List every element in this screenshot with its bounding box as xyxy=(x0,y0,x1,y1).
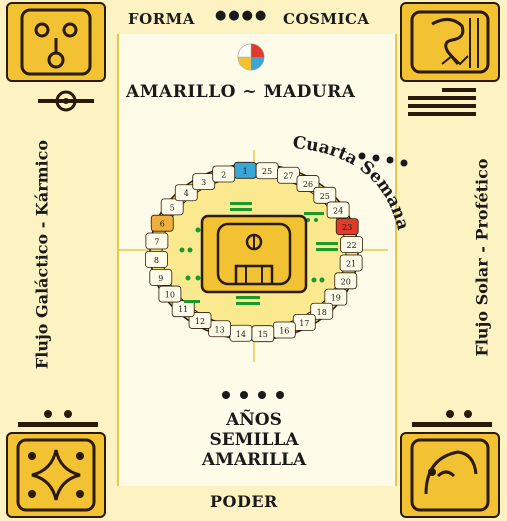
header-forma: FORMA xyxy=(128,10,195,28)
week-dots-icon xyxy=(358,152,408,167)
triple-bar-icon xyxy=(408,88,476,116)
ring-cells: 1 25 2726252423222120191817161514131211109… xyxy=(144,161,364,343)
ring-cell xyxy=(212,165,236,183)
header-dots: ●●●● xyxy=(215,8,269,23)
bottom-line-2: SEMILLA xyxy=(209,430,299,450)
arc-label-svg: Cuarta Semana xyxy=(292,133,413,232)
ring-cell xyxy=(313,186,337,204)
top-right-glyph xyxy=(400,2,500,82)
svg-text:Cuarta Semana: Cuarta Semana xyxy=(292,133,413,232)
ring-cell xyxy=(158,285,182,303)
bottom-line-3: AMARILLA xyxy=(201,450,307,470)
header-cosmica: COSMICA xyxy=(283,10,370,28)
ring-cell xyxy=(310,302,334,320)
ring-cell-number: 2 xyxy=(221,171,226,180)
seed-glyph-icon xyxy=(16,438,96,512)
ring-cell-number: 4 xyxy=(184,189,189,198)
face-glyph-icon xyxy=(20,8,92,76)
bottom-dots-icon xyxy=(222,391,284,399)
bottom-right-glyph xyxy=(400,432,500,518)
ring-cell-number: 10 xyxy=(165,291,175,300)
ring-cell xyxy=(174,184,198,202)
ring-cell-number: 7 xyxy=(154,238,159,247)
ring-cell xyxy=(145,232,169,250)
ring-cell-number: 19 xyxy=(331,294,341,303)
two-dot-bar-right-icon xyxy=(412,410,492,427)
ring-cell-number: 27 xyxy=(283,172,293,181)
ring-cell xyxy=(326,201,350,219)
bottom-line-1: AÑOS xyxy=(226,410,282,430)
ring-cell-number: 17 xyxy=(299,319,309,328)
ring-cell xyxy=(144,250,168,268)
ring-cell xyxy=(160,198,184,216)
ring-cell-number: 24 xyxy=(333,206,343,215)
ring-cell xyxy=(339,254,363,272)
ring-cell-number: 22 xyxy=(347,241,357,250)
subtitle: AMARILLO ~ MADURA xyxy=(126,82,356,102)
ring-cell xyxy=(340,236,364,254)
ring-cell xyxy=(188,312,212,329)
ring-cell-number: 12 xyxy=(195,317,205,326)
ring-cell-number: 3 xyxy=(201,178,206,187)
ring-cell-number: 25 xyxy=(320,192,330,201)
side-text-right: Flujo Solar - Profético xyxy=(472,158,492,357)
ring-cell xyxy=(324,288,348,306)
ring-cell-number: 6 xyxy=(160,220,165,229)
ring-cell-number: 16 xyxy=(279,326,289,335)
ring-cell-number: 1 xyxy=(243,167,248,176)
bottom-left-glyph xyxy=(6,432,106,518)
dot-bar-icon xyxy=(38,90,94,112)
ring-cell xyxy=(150,214,174,232)
compass-icon xyxy=(237,43,265,71)
ring-cell-number: 21 xyxy=(346,259,356,268)
serpent-glyph-icon xyxy=(410,10,490,74)
ring-cell-number: 5 xyxy=(170,203,175,212)
top-left-glyph xyxy=(6,2,106,82)
two-dot-bar-icon xyxy=(18,410,98,427)
ring-cell xyxy=(334,272,358,290)
ring-cell-number: 15 xyxy=(258,330,268,339)
ring-cell-number: 8 xyxy=(154,256,159,265)
bottom-title: AÑOS SEMILLA AMARILLA xyxy=(154,410,354,470)
ring-cell-number: 25 xyxy=(262,167,272,176)
center-glyph-icon xyxy=(200,214,308,294)
ring-cell-number: 18 xyxy=(317,308,327,317)
ring-cell-number: 9 xyxy=(158,274,163,283)
ring-cell-number: 26 xyxy=(303,180,313,189)
ring-cell xyxy=(335,218,359,236)
bottom-label: PODER xyxy=(210,492,278,511)
arc-label: Cuarta Semana xyxy=(292,133,413,232)
ring-cell-number: 20 xyxy=(341,277,351,286)
ring-cell xyxy=(149,268,173,286)
ring-cell-number: 23 xyxy=(342,223,352,232)
calendar-wheel: 1 25 2726252423222120191817161514131211109… xyxy=(118,150,388,362)
side-text-left: Flujo Galáctico - Kármico xyxy=(32,139,52,370)
ring-cell-number: 14 xyxy=(236,330,246,339)
ring-cell xyxy=(171,300,195,318)
ring-cell-number: 13 xyxy=(214,325,224,334)
ring-cell xyxy=(296,175,320,192)
profile-glyph-icon xyxy=(410,438,490,512)
ring-cell-number: 11 xyxy=(178,305,188,314)
